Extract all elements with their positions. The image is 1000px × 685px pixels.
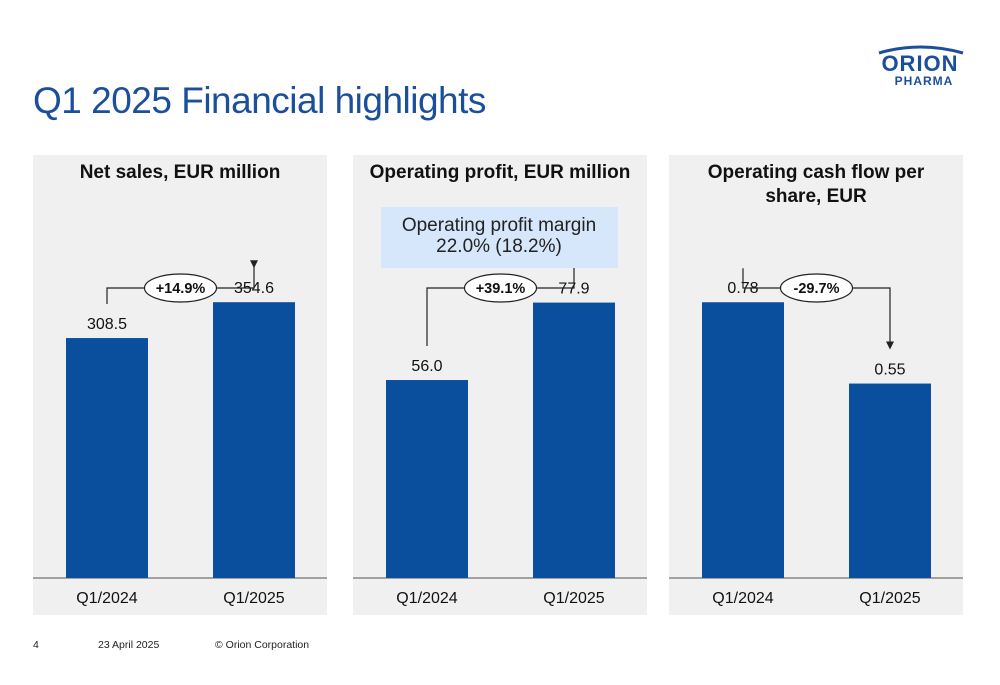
arrow-head-icon — [886, 341, 894, 350]
svg-text:ORION: ORION — [881, 51, 958, 76]
net-sales-chart: 308.5 Q1/2024 354.6 Q1/2025 +14.9% — [33, 260, 327, 607]
bar-q1-2025 — [533, 302, 615, 578]
operating-profit-chart: 56.0 Q1/2024 77.9 Q1/2025 +39.1% Operating pr… — [353, 207, 647, 607]
margin-callout-box — [381, 207, 618, 268]
svg-text:PHARMA: PHARMA — [895, 74, 954, 87]
value-label: 0.55 — [874, 362, 905, 379]
operating-profit-panel: Operating profit, EUR million 56.0 Q1/202… — [353, 155, 647, 615]
change-label: +39.1% — [476, 281, 526, 297]
slide-title: Q1 2025 Financial highlights — [33, 80, 486, 121]
value-label: 0.78 — [727, 280, 758, 297]
margin-callout-text: Operating profit margin — [402, 215, 596, 236]
category-label: Q1/2024 — [396, 590, 457, 607]
operating-profit-title: Operating profit, EUR million — [369, 162, 631, 183]
category-label: Q1/2025 — [223, 590, 284, 607]
net-sales-title: Net sales, EUR million — [79, 162, 281, 183]
bar-q1-2025 — [213, 302, 295, 578]
bar-q1-2025 — [849, 383, 931, 578]
net-sales-panel: Net sales, EUR million 308.5 Q1/2024 354.6… — [33, 155, 327, 615]
category-label: Q1/2025 — [859, 590, 920, 607]
margin-callout-text: 22.0% (18.2%) — [436, 236, 562, 257]
change-label: +14.9% — [156, 281, 206, 297]
page-number: 4 — [33, 639, 39, 651]
cash-flow-title: Operating cash flow per share, EUR — [707, 162, 925, 207]
footer-copyright: © Orion Corporation — [215, 639, 310, 651]
change-bubble — [463, 273, 538, 303]
category-label: Q1/2024 — [76, 590, 137, 607]
change-label: -29.7% — [794, 281, 840, 297]
category-label: Q1/2024 — [712, 590, 773, 607]
bar-q1-2024 — [66, 338, 148, 578]
cash-flow-chart: 0.78 Q1/2024 0.55 Q1/2025 -29.7% — [669, 268, 963, 607]
change-bubble — [779, 273, 854, 303]
value-label: 56.0 — [411, 358, 442, 375]
orion-pharma-logo: ORION PHARMA — [878, 45, 964, 87]
arrow-head-icon — [250, 260, 258, 269]
change-bubble — [143, 273, 218, 303]
value-label: 77.9 — [558, 281, 589, 298]
bar-q1-2024 — [702, 302, 784, 578]
bar-q1-2024 — [386, 380, 468, 578]
cash-flow-panel: Operating cash flow per share, EUR 0.78 Q… — [669, 155, 963, 615]
value-label: 308.5 — [87, 316, 127, 333]
footer-date: 23 April 2025 — [98, 639, 160, 651]
category-label: Q1/2025 — [543, 590, 604, 607]
value-label: 354.6 — [234, 280, 274, 297]
